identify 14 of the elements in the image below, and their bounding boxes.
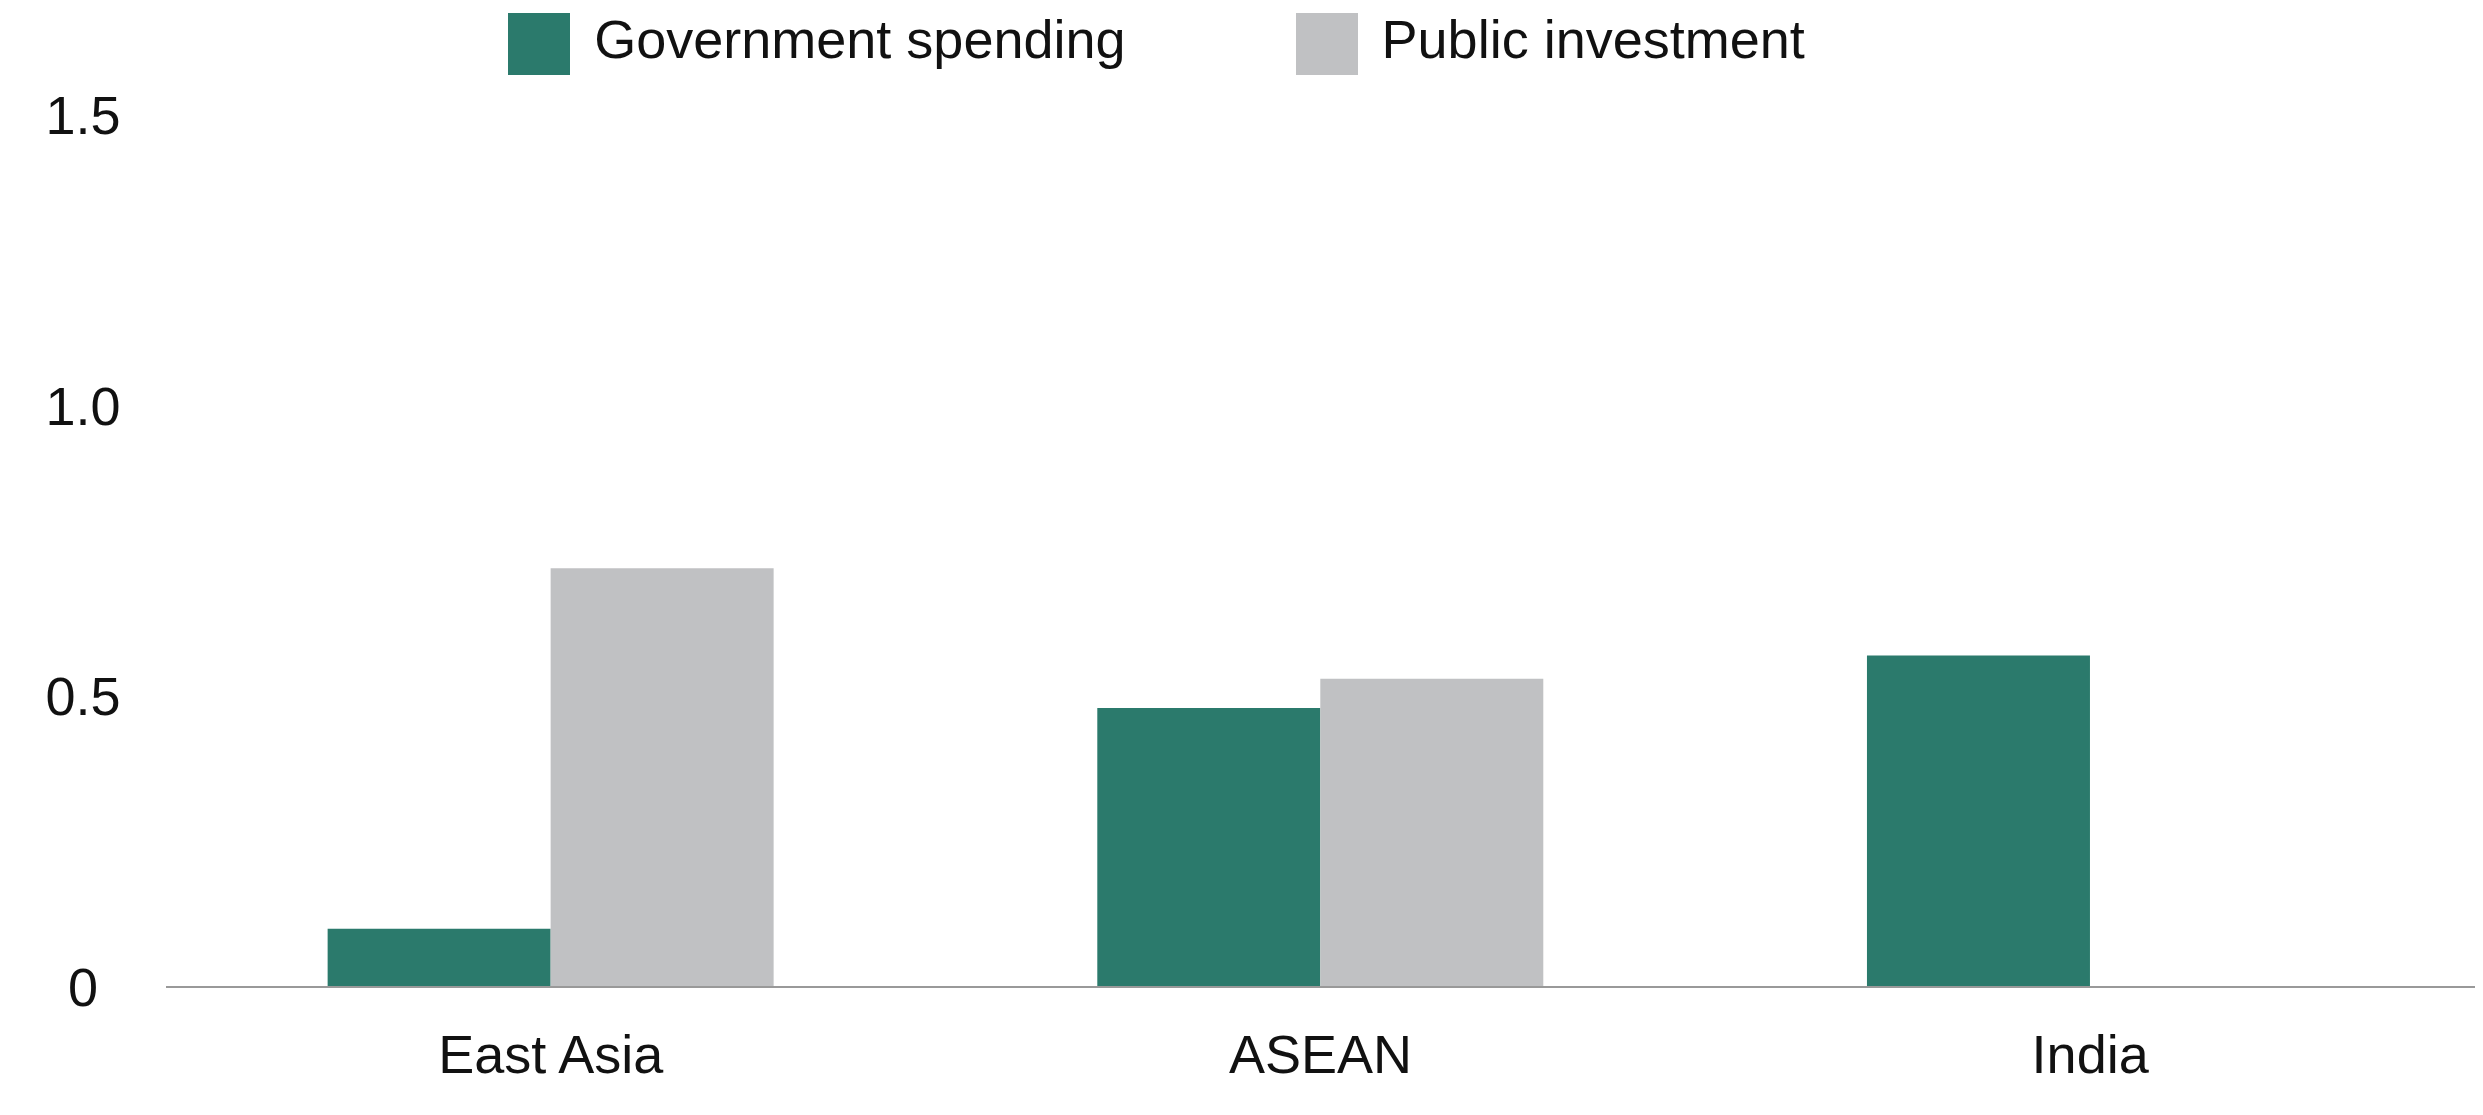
- x-tick-label: India: [2031, 1024, 2150, 1085]
- y-tick-label: 1.0: [45, 375, 121, 436]
- bar: [327, 928, 551, 987]
- bar: [1097, 707, 1321, 987]
- y-tick-label: 1.5: [45, 84, 121, 145]
- bar: [1320, 678, 1544, 987]
- y-tick-label: 0: [67, 957, 99, 1018]
- x-tick-label: East Asia: [438, 1024, 665, 1085]
- legend-label: Government spending: [594, 9, 1126, 69]
- y-tick-label: 0.5: [45, 666, 121, 727]
- bar: [550, 568, 774, 987]
- bar: [1866, 655, 2090, 987]
- legend-label: Public investment: [1381, 9, 1805, 69]
- x-tick-label: ASEAN: [1228, 1024, 1413, 1085]
